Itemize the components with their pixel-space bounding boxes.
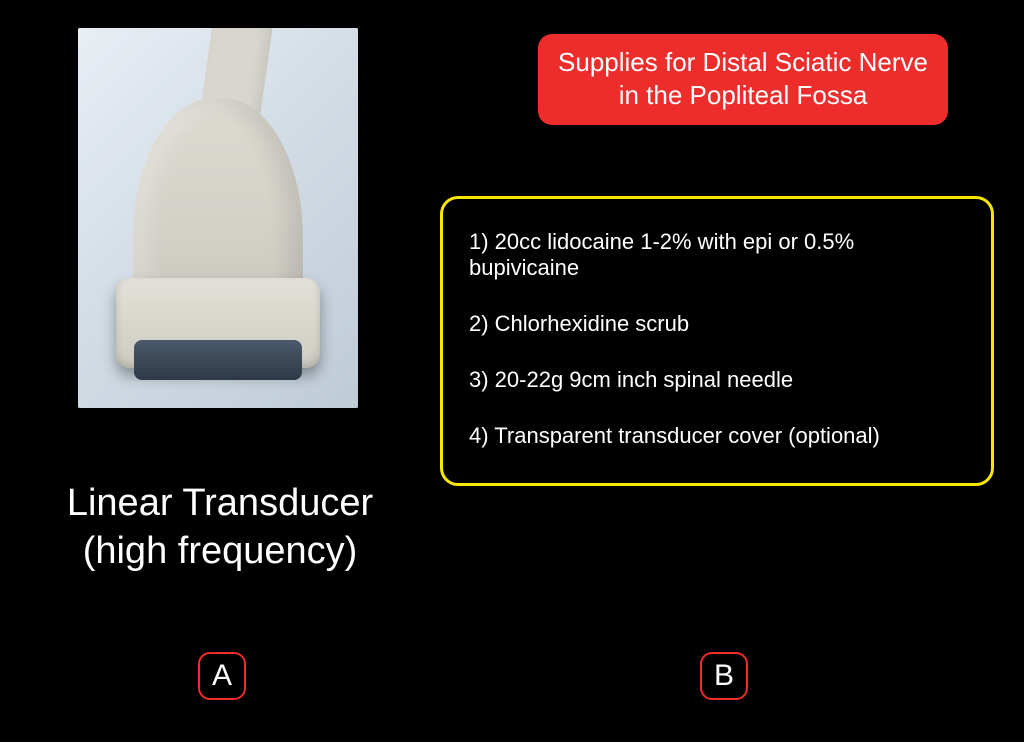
- caption-line-1: Linear Transducer: [40, 480, 400, 528]
- supply-item-2: 2) Chlorhexidine scrub: [469, 311, 965, 337]
- transducer-photo: [78, 28, 358, 408]
- supplies-box: 1) 20cc lidocaine 1-2% with epi or 0.5% …: [440, 196, 994, 486]
- panel-badge-b: B: [700, 652, 748, 700]
- supply-item-3: 3) 20-22g 9cm inch spinal needle: [469, 367, 965, 393]
- supply-item-1: 1) 20cc lidocaine 1-2% with epi or 0.5% …: [469, 229, 965, 281]
- caption-line-2: (high frequency): [40, 528, 400, 576]
- probe-face: [134, 340, 302, 380]
- transducer-caption: Linear Transducer (high frequency): [40, 480, 400, 575]
- supply-item-4: 4) Transparent transducer cover (optiona…: [469, 423, 965, 449]
- panel-badge-a: A: [198, 652, 246, 700]
- title-pill: Supplies for Distal Sciatic Nerve in the…: [538, 34, 948, 125]
